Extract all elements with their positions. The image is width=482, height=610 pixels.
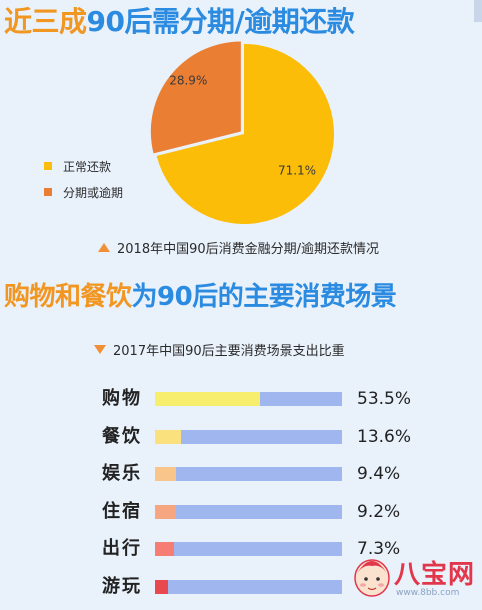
bar-category-label: 娱乐	[102, 463, 142, 484]
bar-category-label: 购物	[102, 388, 142, 409]
bar-category-label: 游玩	[102, 575, 142, 597]
bar-category-label: 餐饮	[102, 425, 142, 447]
bar-row: 购物 53.5%	[0, 384, 482, 414]
section-title-highlight: 购物和餐饮	[4, 282, 132, 312]
legend-label-overdue: 分期或逾期	[63, 185, 124, 200]
bar-row: 出行 7.3%	[0, 534, 482, 564]
bar-fill	[155, 429, 181, 444]
legend-swatch-overdue	[44, 188, 52, 196]
bar-fill	[155, 392, 260, 406]
bar-row: 住宿 9.2%	[0, 497, 482, 527]
baby-face-icon	[354, 559, 390, 597]
bar-fill	[155, 542, 174, 556]
bar-caption: 2017年中国90后主要消费场景支出比重	[94, 340, 345, 359]
pie-data-label-normal: 71.1%	[278, 163, 316, 177]
bar-value-label: 9.4%	[357, 464, 401, 484]
watermark-text: 八宝网	[394, 560, 476, 590]
pie-data-label-overdue: 28.9%	[169, 73, 207, 87]
bar-row: 餐饮 13.6%	[0, 422, 482, 452]
bar-value-label: 7.3%	[357, 539, 401, 559]
bar-track	[155, 579, 342, 594]
bar-row: 娱乐 9.4%	[0, 459, 482, 489]
bar-track	[155, 504, 342, 519]
section-title-rest: 为90后的主要消费场景	[131, 282, 397, 312]
pie-caption: 2018年中国90后消费金融分期/逾期还款情况	[98, 238, 379, 257]
bar-caption-text: 2017年中国90后主要消费场景支出比重	[113, 344, 345, 359]
bar-value-label: 13.6%	[357, 426, 412, 447]
legend-item-normal: 正常还款	[44, 153, 123, 179]
bar-track	[155, 467, 342, 481]
main-title: 近三成90后需分期/逾期还款	[4, 2, 474, 42]
bar-track	[155, 429, 342, 444]
bar-category-label: 住宿	[102, 500, 142, 522]
bar-value-label: 9.2%	[357, 501, 401, 522]
main-title-rest: 90后需分期/逾期还款	[86, 5, 355, 38]
bar-fill	[155, 467, 176, 481]
legend-swatch-normal	[44, 162, 52, 170]
pie-slice-normal	[156, 43, 335, 224]
watermark-url: www.8bb.com	[396, 588, 460, 598]
pie-legend: 正常还款 分期或逾期	[44, 153, 123, 205]
bar-fill	[155, 504, 176, 519]
pie-slice-overdue	[150, 41, 241, 154]
bar-value-label: 53.5%	[357, 389, 412, 409]
legend-item-overdue: 分期或逾期	[44, 179, 123, 205]
bar-category-label: 出行	[102, 538, 142, 559]
section-title: 购物和餐饮为90后的主要消费场景	[4, 276, 480, 318]
pie-caption-text: 2018年中国90后消费金融分期/逾期还款情况	[117, 242, 380, 257]
legend-label-normal: 正常还款	[63, 159, 112, 174]
triangle-up-icon	[98, 243, 110, 252]
corner-tab	[474, 0, 482, 22]
pie-chart: 71.1% 28.9%	[150, 41, 335, 224]
bar-fill	[155, 579, 168, 594]
main-title-highlight: 近三成	[4, 5, 87, 38]
bar-track	[155, 542, 342, 556]
watermark: 八宝网 www.8bb.com	[352, 548, 482, 610]
bar-track	[155, 392, 342, 406]
triangle-down-icon	[94, 345, 106, 354]
